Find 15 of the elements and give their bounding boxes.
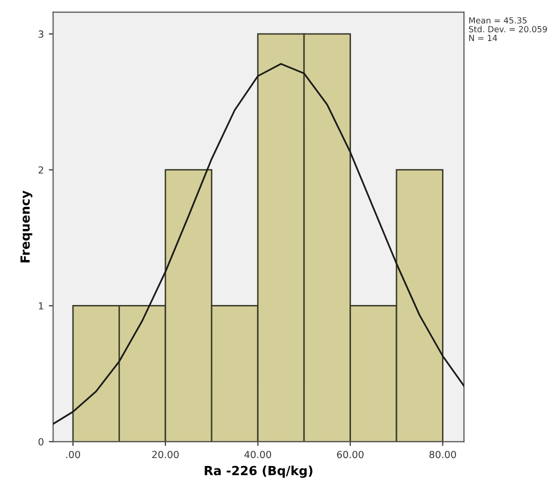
- text: Mean = 45.35: [469, 17, 527, 24]
- y-tick-label: 2: [38, 166, 44, 174]
- text: Std. Dev. = 20.059: [468, 26, 547, 32]
- x-tick-label: 40.00: [244, 450, 272, 458]
- y-axis-title: Frequency: [20, 190, 32, 262]
- x-tick-label: .00: [66, 450, 80, 458]
- x-axis-title: Ra -226 (Bq/kg): [204, 466, 312, 478]
- x-tick-label: 80.00: [429, 450, 456, 458]
- y-tick-label: 3: [38, 30, 44, 38]
- x-tick-label: 20.00: [152, 450, 179, 458]
- x-tick-label: 60.00: [337, 450, 364, 458]
- y-tick-label: 1: [38, 302, 44, 310]
- y-tick-label: 0: [38, 438, 44, 446]
- text: N = 14: [469, 34, 498, 41]
- line-series: [53, 63, 464, 425]
